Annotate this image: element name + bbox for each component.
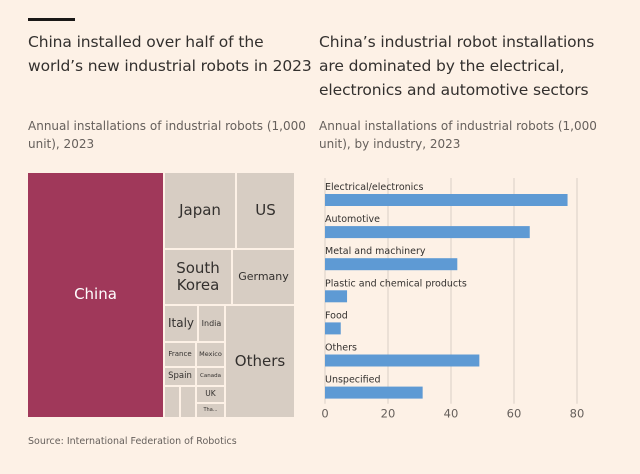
- treemap-cell-canada: Canada: [196, 367, 225, 386]
- treemap-label: China: [74, 285, 117, 304]
- bar: [325, 354, 480, 367]
- treemap-cell-us: US: [236, 172, 295, 249]
- left-chart-subtitle: Annual installations of industrial robot…: [28, 119, 306, 151]
- bar: [325, 290, 348, 303]
- bar: [325, 194, 568, 206]
- treemap-label: Spain: [168, 370, 192, 381]
- source-note: Source: International Federation of Robo…: [28, 436, 237, 447]
- treemap-label: US: [255, 200, 276, 219]
- treemap-cell-india: India: [198, 305, 225, 342]
- bar: [325, 322, 341, 335]
- treemap-label: UK: [205, 389, 216, 399]
- treemap-label: Germany: [238, 269, 289, 283]
- bar-category-label: Others: [325, 343, 357, 354]
- treemap-label: Mexico: [199, 349, 222, 358]
- ft-accent-bar: [28, 18, 75, 21]
- right-chart-title: China’s industrial robot installations a…: [319, 33, 595, 99]
- treemap-label: Canada: [200, 373, 221, 380]
- treemap-cell-thailand: Tha...: [196, 403, 225, 418]
- bar-category-label: Electrical/electronics: [325, 182, 424, 193]
- treemap-cell-china: China: [27, 172, 164, 418]
- treemap-cell-france: France: [164, 342, 196, 367]
- treemap-cell-spain: Spain: [164, 367, 196, 386]
- x-tick-label: 40: [444, 407, 459, 421]
- treemap-label: Others: [234, 351, 286, 370]
- bar-category-label: Unspecified: [325, 375, 381, 386]
- treemap-cell-japan: Japan: [164, 172, 236, 249]
- treemap-cell-mexico: Mexico: [196, 342, 225, 367]
- left-chart-title: China installed over half of the world’s…: [28, 33, 312, 75]
- treemap-cell-south-korea: South Korea: [164, 249, 232, 305]
- treemap-label: India: [201, 318, 222, 328]
- bar: [325, 386, 423, 399]
- treemap-cell-unlabeled: [164, 386, 180, 418]
- treemap-cell-germany: Germany: [232, 249, 295, 305]
- treemap-cell-unlabeled: [180, 386, 196, 418]
- treemap-cell-others: Others: [225, 305, 295, 418]
- treemap-label: France: [168, 350, 192, 359]
- treemap-label: Japan: [179, 200, 221, 219]
- treemap-label: South Korea: [176, 258, 220, 294]
- x-tick-label: 20: [381, 407, 396, 421]
- x-tick-label: 60: [507, 407, 522, 421]
- bar-category-label: Metal and machinery: [325, 246, 426, 257]
- bar-category-label: Plastic and chemical products: [325, 278, 467, 289]
- bar-category-label: Food: [325, 310, 348, 321]
- treemap-cell-italy: Italy: [164, 305, 198, 342]
- x-tick-label: 80: [570, 407, 585, 421]
- x-tick-label: 0: [321, 407, 328, 421]
- bar: [325, 226, 530, 239]
- treemap-label: Tha...: [203, 406, 218, 413]
- treemap-label: Italy: [167, 315, 195, 330]
- treemap-cell-uk: UK: [196, 386, 225, 403]
- bar: [325, 258, 458, 271]
- bar-category-label: Automotive: [325, 214, 380, 225]
- right-chart-subtitle: Annual installations of industrial robot…: [319, 119, 597, 151]
